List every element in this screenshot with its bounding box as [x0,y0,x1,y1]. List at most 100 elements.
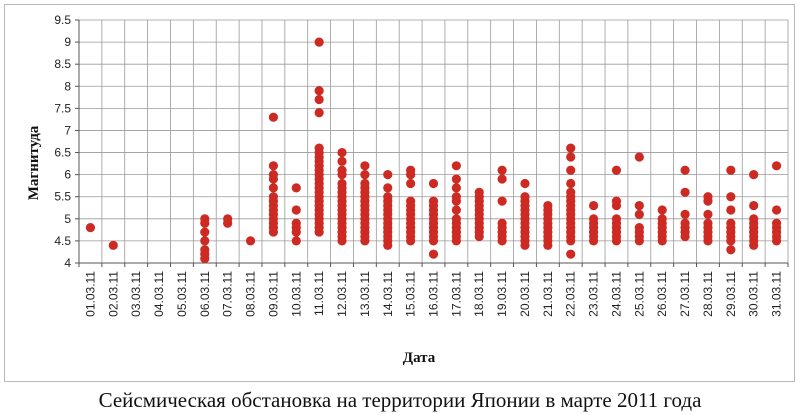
data-point [726,192,736,202]
x-tick-label: 28.03.11 [701,271,715,317]
x-tick-label: 11.03.11 [312,271,326,316]
data-point [245,236,256,246]
data-point [657,205,667,215]
x-tick-label: 08.03.11 [244,271,258,317]
x-tick-label: 16.03.11 [427,271,441,317]
data-point [451,214,461,224]
x-tick-label: 13.03.11 [358,271,372,317]
y-axis-label: Магнитуда [26,125,42,200]
data-point [749,214,759,224]
data-point [291,183,301,193]
data-point [749,170,759,180]
y-tick-label: 6.5 [54,146,71,160]
data-point [268,112,279,122]
y-tick-label: 8 [64,79,71,93]
x-tick-label: 21.03.11 [541,271,555,317]
data-point [108,240,118,250]
data-point [497,165,507,175]
data-point [360,170,370,180]
data-point [291,236,301,246]
y-tick-label: 5.5 [54,190,71,204]
data-point [611,214,622,224]
data-point [451,161,461,171]
chart-caption: Сейсмическая обстановка на территории Яп… [98,388,702,412]
data-point [451,183,461,193]
data-point [200,227,210,237]
data-point [291,205,301,215]
data-point [566,152,576,162]
data-point [634,209,644,219]
x-tick-label: 20.03.11 [518,271,532,317]
data-point [680,165,690,175]
data-point [268,170,279,180]
data-point [428,178,439,189]
data-point [771,218,782,228]
data-point [337,156,347,166]
y-tick-label: 8.5 [54,57,71,71]
x-tick-labels: 01.03.11 02.03.11 03.03.11 04.03.11 05.03.11… [83,271,783,317]
data-point [314,94,324,105]
data-point [566,178,576,189]
data-point [680,209,690,219]
axes [75,19,789,267]
data-points [85,37,782,264]
data-point [314,143,324,153]
data-point [771,161,782,171]
data-point [314,37,324,47]
x-tick-label: 30.03.11 [747,271,761,317]
data-point [383,183,393,193]
data-point [566,249,576,259]
x-tick-label: 18.03.11 [472,271,486,317]
x-tick-label: 07.03.11 [221,271,235,317]
data-point [383,170,393,180]
data-point [406,165,416,175]
data-point [680,218,690,228]
data-point [703,192,713,202]
data-point [314,86,324,96]
data-point [634,152,644,162]
x-tick-label: 10.03.11 [289,271,303,317]
x-tick-label: 27.03.11 [678,271,692,317]
data-point [497,218,507,228]
y-tick-label: 9 [64,35,71,49]
data-point [588,214,599,224]
data-point [703,218,713,228]
scatter-chart: 4 4.5 5 5.5 6 6.5 7 7.5 8 8.5 9 9.5 01.03.11 02.03.1… [26,13,789,366]
y-tick-label: 7.5 [54,101,71,115]
data-point [634,223,644,233]
x-tick-label: 23.03.11 [587,271,601,317]
data-point [497,196,507,206]
data-point [726,218,736,228]
y-tick-label: 4.5 [54,234,71,248]
data-point [474,187,484,197]
data-point [383,192,393,202]
y-tick-labels: 4 4.5 5 5.5 6 6.5 7 7.5 8 8.5 9 9.5 [54,13,71,270]
data-point [566,187,576,197]
x-tick-label: 02.03.11 [106,271,120,317]
data-point [611,165,622,175]
data-point [268,192,279,202]
y-tick-label: 4 [64,256,71,270]
x-tick-label: 15.03.11 [404,271,418,317]
data-point [428,196,439,206]
data-point [726,165,736,175]
data-point [451,205,461,215]
data-point [566,143,576,153]
data-point [268,161,279,171]
data-point [360,178,370,189]
data-point [223,214,233,224]
x-tick-label: 03.03.11 [129,271,143,317]
data-point [771,205,782,215]
x-tick-label: 04.03.11 [152,271,166,317]
x-tick-label: 05.03.11 [175,271,189,317]
data-point [703,209,713,219]
data-point [451,174,461,184]
data-point [634,200,644,211]
data-point [588,200,599,211]
data-point [200,245,210,255]
data-point [726,205,736,215]
data-point [566,165,576,175]
data-point [497,174,507,184]
y-tick-label: 9.5 [54,13,71,27]
data-point [657,214,667,224]
